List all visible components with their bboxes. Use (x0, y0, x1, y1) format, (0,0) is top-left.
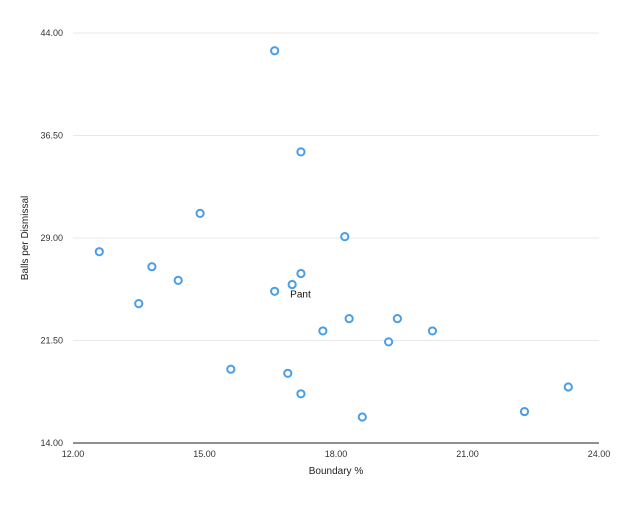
data-point (94, 247, 104, 257)
data-point (519, 406, 530, 417)
x-tick-label: 12.00 (62, 449, 85, 459)
data-point (173, 275, 183, 285)
point-labels: Pant (290, 289, 311, 300)
data-point (344, 314, 354, 324)
x-tick-label: 24.00 (588, 449, 611, 459)
data-point (195, 208, 205, 218)
y-tick-label: 21.50 (40, 336, 63, 346)
data-point (270, 46, 280, 56)
data-point (296, 147, 306, 157)
data-point (296, 268, 306, 279)
data-point (427, 326, 438, 336)
point-label: Pant (290, 289, 311, 300)
y-tick-label: 44.00 (40, 28, 63, 38)
data-point (357, 412, 367, 422)
x-axis-title: Boundary % (309, 466, 364, 477)
y-tick-label: 29.00 (40, 233, 63, 243)
y-axis: 14.00 21.50 29.00 36.50 44.00 (40, 28, 63, 448)
data-point (147, 262, 157, 272)
y-tick-label: 36.50 (40, 131, 63, 141)
grid-lines (73, 32, 599, 341)
x-tick-label: 18.00 (325, 449, 348, 459)
x-axis: 12.00 15.00 18.00 21.00 24.00 (62, 442, 611, 459)
data-point (270, 286, 280, 296)
y-axis-title: Balls per Dismissal (20, 196, 31, 280)
x-tick-label: 15.00 (193, 449, 216, 459)
data-point (563, 382, 573, 392)
data-point (134, 299, 144, 309)
x-tick-label: 21.00 (456, 449, 479, 459)
y-tick-label: 14.00 (40, 438, 63, 448)
data-point (340, 232, 350, 242)
data-point (226, 364, 236, 374)
data-point (318, 326, 328, 336)
data-point (392, 314, 402, 324)
data-point (287, 279, 297, 290)
data-point (296, 389, 306, 399)
data-point (384, 337, 394, 347)
data-point (283, 368, 293, 378)
data-points (94, 46, 573, 422)
